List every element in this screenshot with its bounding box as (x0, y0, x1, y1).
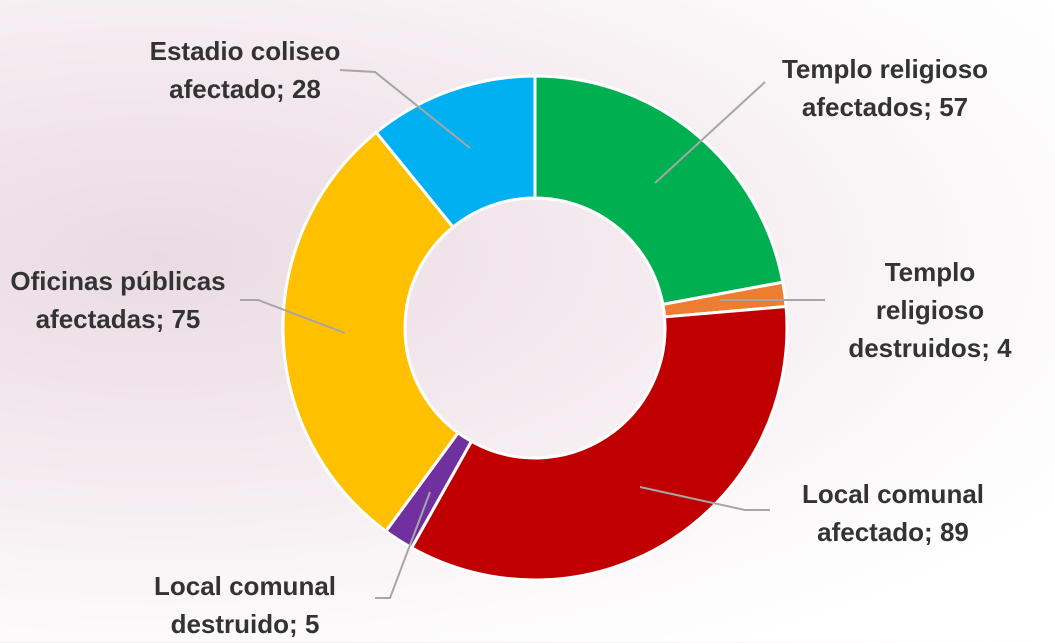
leader-line (339, 69, 471, 149)
label-value: 89 (939, 517, 969, 547)
donut-slice (533, 74, 785, 307)
data-label: Oficinas públicas afectadas 75 (3, 262, 233, 338)
data-label: Templo religioso afectados 57 (765, 50, 1005, 126)
data-label: Local comunal destruido 5 (115, 567, 375, 643)
data-label: Local comunal afectado 89 (763, 475, 1023, 551)
label-value: 28 (291, 74, 321, 104)
donut-slice (409, 304, 789, 582)
label-value: 5 (304, 609, 320, 639)
data-label: Templo religioso destruidos 4 (830, 253, 1030, 367)
label-value: 57 (939, 92, 969, 122)
leader-line (375, 491, 431, 599)
data-label: Estadio coliseo afectado 28 (135, 32, 355, 108)
label-value: 75 (171, 304, 201, 334)
donut-slice (281, 130, 461, 534)
leader-line (240, 299, 346, 334)
donut-slice (374, 74, 537, 230)
leader-line (639, 486, 770, 511)
label-value: 4 (997, 333, 1012, 363)
label-category: Templo religioso destruidos (848, 257, 990, 363)
leader-line (654, 81, 766, 184)
